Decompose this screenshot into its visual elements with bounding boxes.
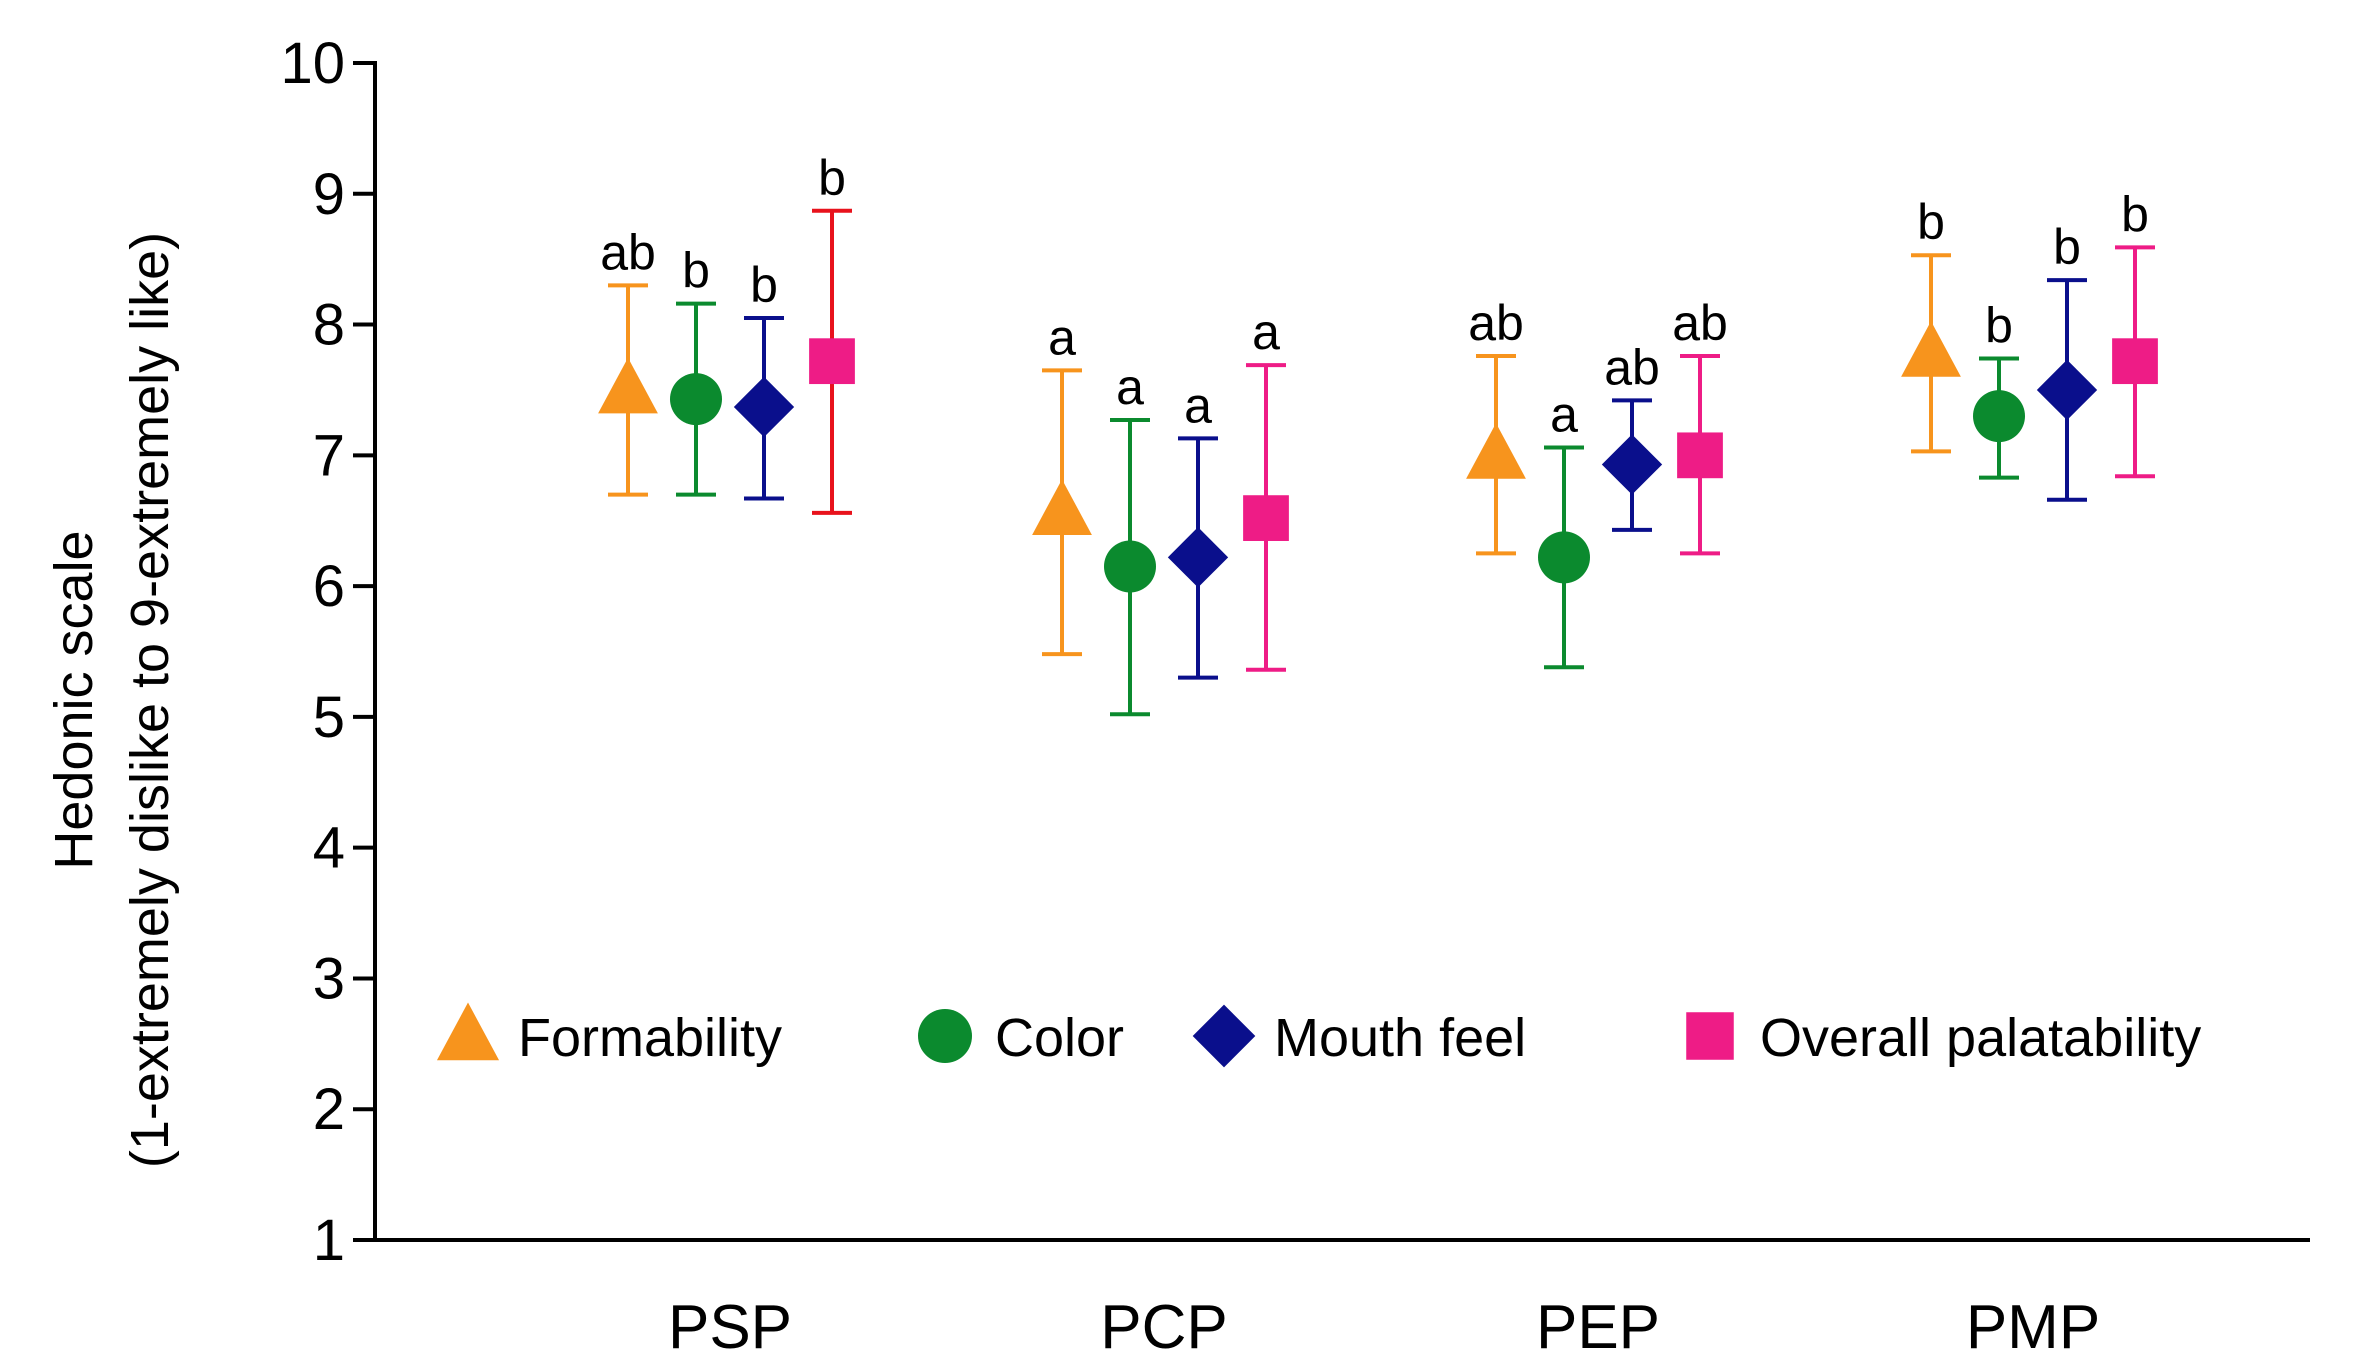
series-overall-palatability: ba abb (809, 150, 2158, 672)
significance-label: ab (600, 224, 656, 280)
y-tick-label: 8 (313, 293, 345, 358)
y-tick-label: 7 (313, 423, 345, 488)
significance-label: ab (1672, 295, 1728, 351)
legend-square-icon (1686, 1012, 1734, 1060)
data-point (1466, 423, 1526, 479)
y-tick-label: 9 (313, 162, 345, 227)
legend-label: Overall palatability (1760, 1008, 2201, 1068)
legend-label: Formability (518, 1008, 782, 1068)
series-formability: aba abb (598, 194, 1961, 657)
significance-label: a (1252, 304, 1280, 360)
data-point (1032, 479, 1092, 535)
data-point (1973, 390, 2025, 443)
data-point (1538, 531, 1590, 584)
y-ticks: 1 2 3 4 5 6 7 8 9 10 (280, 31, 375, 1273)
data-point (1104, 540, 1156, 593)
x-categories: PSP PCP PEP PMP (668, 1293, 2100, 1362)
data-point (670, 373, 722, 426)
legend-diamond-icon (1192, 1004, 1256, 1068)
data-point (2112, 338, 2158, 385)
legend-item: Color (918, 1008, 1124, 1068)
data-point (1601, 434, 1663, 495)
data-point (809, 338, 855, 385)
legend: Formability Color Mouth feel Overall palata… (436, 1002, 2201, 1068)
legend-item: Mouth feel (1192, 1004, 1526, 1068)
legend-circle-icon (918, 1009, 972, 1063)
y-tick-label: 2 (313, 1077, 345, 1142)
significance-label: a (1184, 377, 1212, 433)
data-point (733, 376, 795, 438)
x-category-label: PCP (1100, 1293, 1227, 1362)
significance-label: ab (1468, 295, 1524, 351)
significance-label: b (750, 257, 778, 313)
y-axis-title-line1: Hedonic scale (44, 530, 104, 869)
significance-label: a (1116, 359, 1144, 415)
significance-label: a (1550, 386, 1578, 442)
data-point (1167, 527, 1229, 588)
axes (373, 61, 2310, 1242)
legend-item: Formability (436, 1002, 782, 1068)
significance-label: b (1917, 194, 1945, 250)
series-color: ba ab (670, 243, 2025, 717)
legend-label: Color (995, 1008, 1124, 1068)
data-point (2036, 359, 2098, 421)
x-category-label: PEP (1536, 1293, 1660, 1362)
significance-label: b (2121, 186, 2149, 242)
x-category-label: PMP (1966, 1293, 2100, 1362)
significance-label: a (1048, 309, 1076, 365)
x-category-label: PSP (668, 1293, 792, 1362)
y-tick-label: 10 (280, 31, 345, 96)
legend-item: Overall palatability (1686, 1008, 2201, 1068)
y-tick-label: 6 (313, 554, 345, 619)
legend-label: Mouth feel (1274, 1008, 1526, 1068)
significance-label: b (682, 243, 710, 299)
data-point (598, 357, 658, 414)
legend-triangle-icon (436, 1002, 500, 1061)
data-point (1901, 321, 1961, 377)
significance-label: b (818, 150, 846, 206)
y-tick-label: 4 (313, 816, 345, 881)
significance-label: b (1985, 298, 2013, 354)
y-tick-label: 5 (313, 685, 345, 750)
data-point (1677, 432, 1723, 479)
y-tick-label: 1 (313, 1208, 345, 1273)
y-axis-title: Hedonic scale (1-extremely dislike to 9-… (44, 232, 180, 1168)
significance-label: ab (1604, 339, 1660, 395)
y-axis-title-line2: (1-extremely dislike to 9-extremely like… (120, 232, 180, 1168)
data-point (1243, 495, 1289, 541)
y-tick-label: 3 (313, 946, 345, 1011)
significance-label: b (2053, 219, 2081, 275)
